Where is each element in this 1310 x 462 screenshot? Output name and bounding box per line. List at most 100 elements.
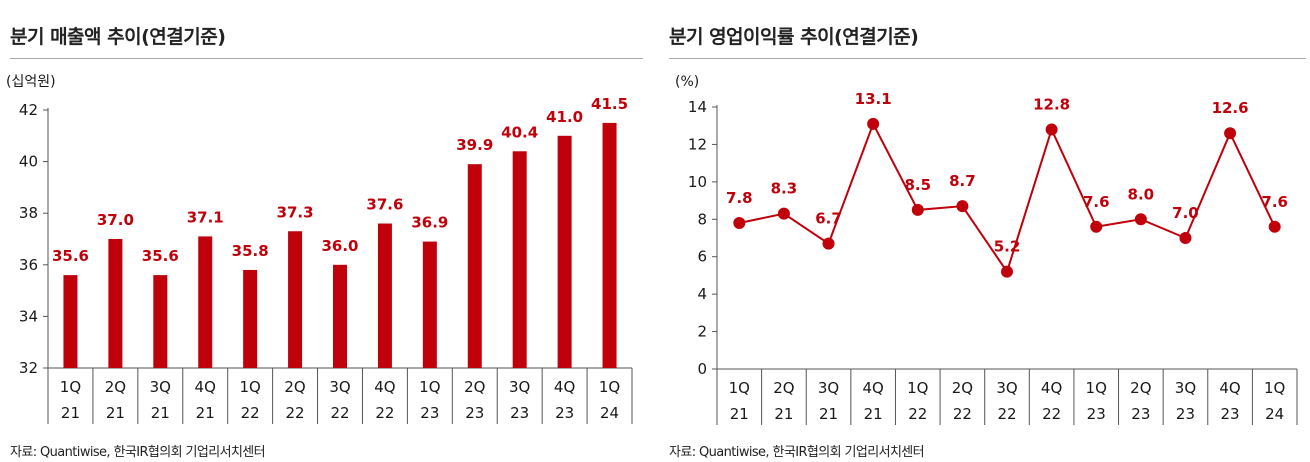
x-tick-label-year: 21 [730,405,749,423]
x-tick-label-quarter: 1Q [239,378,260,396]
point-value-label: 7.6 [1083,193,1110,211]
y-tick-label: 10 [688,173,707,191]
operating-margin-point [911,203,924,216]
operating-margin-point [956,200,969,213]
x-tick-label-quarter: 2Q [952,379,973,397]
x-tick-label-year: 22 [241,404,260,422]
operating-margin-point [867,117,880,130]
x-tick-label-quarter: 3Q [329,378,350,396]
x-tick-label-quarter: 1Q [1086,379,1107,397]
revenue-bar [557,135,572,368]
point-value-label: 13.1 [855,90,892,108]
y-tick-label: 42 [19,101,38,119]
y-tick-label: 0 [697,360,707,378]
x-tick-label-year: 23 [420,404,439,422]
x-tick-label-year: 24 [600,404,619,422]
x-tick-label-quarter: 2Q [773,379,794,397]
x-tick-label-year: 21 [774,405,793,423]
revenue-bar [108,239,123,368]
x-tick-label-quarter: 3Q [1175,379,1196,397]
x-tick-label-year: 23 [1176,405,1195,423]
point-value-label: 7.6 [1261,193,1288,211]
x-tick-label-year: 21 [864,405,883,423]
y-axis-unit: (십억원) [6,74,56,90]
x-tick-label-year: 21 [151,404,170,422]
x-tick-label-year: 21 [196,404,215,422]
point-value-label: 12.8 [1033,95,1070,113]
x-tick-label-quarter: 1Q [419,378,440,396]
point-value-label: 6.7 [815,210,842,228]
x-tick-label-year: 22 [908,405,927,423]
revenue-bar [333,264,347,368]
operating-margin-point [777,207,790,220]
x-tick-label-year: 22 [330,404,349,422]
y-tick-label: 6 [697,248,707,266]
bar-value-label: 36.9 [411,214,448,232]
title-divider [669,58,1306,59]
y-tick-label: 14 [688,98,707,116]
y-axis-unit: (%) [675,74,699,90]
x-tick-label-year: 23 [1087,405,1106,423]
x-tick-label-quarter: 1Q [599,378,620,396]
bar-value-label: 37.6 [366,196,403,214]
x-tick-label-year: 23 [510,404,529,422]
revenue-bar-chart: (십억원) 32 34 36 38 40 42 1Q 21 2Q 21 3Q 21 4Q 21 1Q 22 2Q 2… [6,74,633,424]
bar-value-label: 37.0 [97,211,134,229]
title-divider [10,58,643,59]
point-value-label: 8.7 [949,172,976,190]
y-tick-label: 8 [697,210,707,228]
x-tick-label-year: 23 [465,404,484,422]
x-tick-label-quarter: 3Q [818,379,839,397]
y-tick-label: 38 [19,204,38,222]
bar-value-label: 39.9 [456,136,493,154]
x-tick-label-quarter: 4Q [554,378,575,396]
bar-value-label: 37.1 [187,208,224,226]
operating-margin-point [1045,123,1058,136]
y-tick-label: 40 [19,153,38,171]
x-tick-label-year: 21 [61,404,80,422]
operating-margin-point [1090,220,1103,233]
revenue-bar [422,241,437,368]
operating-margin-line-chart: (%)024681012141Q212Q213Q214Q211Q222Q223Q… [675,74,1298,425]
x-tick-label-quarter: 1Q [60,378,81,396]
bar-value-label: 36.0 [321,237,358,255]
x-tick-label-year: 24 [1265,405,1284,423]
x-tick-label-year: 22 [286,404,305,422]
operating-margin-point [1134,213,1147,226]
y-tick-label: 36 [19,256,38,274]
bar-value-label: 35.6 [142,247,179,265]
x-tick-label-year: 21 [819,405,838,423]
revenue-bar [377,223,392,368]
x-tick-label-quarter: 1Q [907,379,928,397]
point-value-label: 7.0 [1172,204,1199,222]
revenue-bar [153,275,168,368]
bar-value-label: 40.4 [501,123,538,141]
x-tick-label-quarter: 1Q [729,379,750,397]
point-value-label: 5.2 [994,238,1021,256]
source-note: 자료: Quantiwise, 한국IR협의회 기업리서치센터 [10,445,266,460]
x-tick-label-year: 22 [953,405,972,423]
revenue-bar [467,164,482,368]
x-tick-label-year: 23 [1131,405,1150,423]
revenue-chart-title: 분기 매출액 추이(연결기준) [10,26,226,48]
x-tick-label-quarter: 3Q [996,379,1017,397]
revenue-bar [198,236,213,368]
x-tick-label-quarter: 3Q [150,378,171,396]
x-tick-label-quarter: 1Q [1264,379,1285,397]
x-tick-label-quarter: 2Q [1130,379,1151,397]
x-tick-label-year: 22 [375,404,394,422]
bar-value-label: 41.0 [546,108,583,126]
x-tick-label-year: 22 [997,405,1016,423]
x-tick-label-quarter: 4Q [195,378,216,396]
revenue-bar [63,275,78,368]
operating-margin-point [1224,127,1237,140]
margin-chart-panel: 분기 영업이익률 추이(연결기준) (%) 0 2 4 6 8 10 12 14 1Q 21 2Q 21… [655,0,1310,462]
x-tick-label-quarter: 4Q [862,379,883,397]
x-tick-label-year: 21 [106,404,125,422]
bar-value-label: 37.3 [277,203,314,221]
operating-margin-point [1268,220,1281,233]
y-tick-label: 32 [19,359,38,377]
point-value-label: 8.0 [1128,185,1155,203]
point-value-label: 12.6 [1212,99,1249,117]
point-value-label: 8.5 [904,176,931,194]
